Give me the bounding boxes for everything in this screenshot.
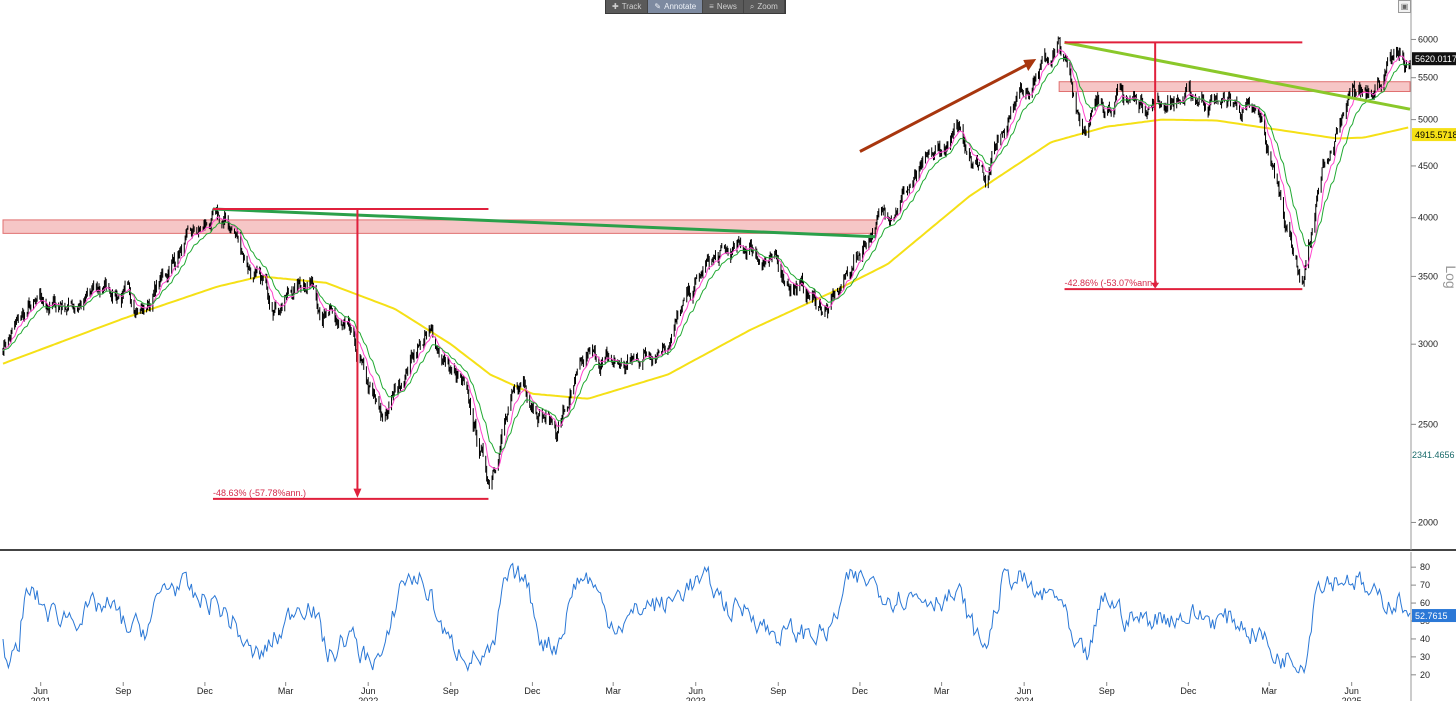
track-label: Track — [621, 2, 642, 11]
downtrend-line-2 — [1064, 40, 1411, 111]
log-scale-label: Log — [1443, 265, 1456, 288]
price-panel: 6000 5500 5000 4500 4000 3500 3000 2500 2000 Log -… — [0, 0, 1456, 551]
rsi-panel: 8070605040302052.7615 — [2, 552, 1456, 701]
x-tick-label: Dec — [524, 686, 541, 696]
x-year-label: 2023 — [686, 696, 706, 701]
x-tick-label: Sep — [1099, 686, 1115, 696]
price-tick-label: 3500 — [1418, 271, 1438, 281]
price-tick-label: 2000 — [1418, 517, 1438, 527]
moving-average-200-line — [2, 118, 1409, 400]
price-tick-label: 6000 — [1418, 34, 1438, 44]
x-year-label: 2024 — [1014, 696, 1034, 701]
rsi-line — [2, 562, 1411, 675]
drawdown-arrow-head-2 — [1151, 282, 1160, 289]
news-icon: ≡ — [709, 2, 714, 11]
expand-icon[interactable]: ▣ — [1398, 0, 1411, 13]
x-tick-label: Jun — [361, 686, 376, 696]
annotate-button[interactable]: ✎ Annotate — [648, 0, 704, 13]
last-ma-tag — [1412, 128, 1456, 142]
drawdown-label-2: -42.86% (-53.07%ann.) — [1065, 278, 1158, 288]
secondary-value-label: 2341.4656 — [1412, 450, 1455, 460]
price-tick-label: 5500 — [1418, 73, 1438, 83]
resistance-zone-2 — [1058, 81, 1411, 93]
x-tick-label: Jun — [1344, 686, 1359, 696]
x-tick-label: Mar — [1261, 686, 1277, 696]
pencil-icon: ✎ — [654, 2, 662, 11]
rsi-tick-label: 20 — [1420, 670, 1430, 680]
x-year-label: 2022 — [358, 696, 378, 701]
price-tick-label: 4000 — [1418, 213, 1438, 223]
x-tick-label: Jun — [33, 686, 48, 696]
x-tick-label: Mar — [605, 686, 621, 696]
x-axis: Jun Sep Dec Mar Jun Sep Dec Mar Jun Sep Dec Mar Jun S… — [31, 682, 1362, 701]
uptrend-arrow-head — [1023, 59, 1037, 72]
drawdown-arrow-head-1 — [353, 488, 362, 498]
rsi-last-label: 52.7615 — [1415, 611, 1448, 621]
x-tick-label: Mar — [934, 686, 950, 696]
price-tick-label: 5000 — [1418, 115, 1438, 125]
x-tick-label: Sep — [770, 686, 786, 696]
crosshair-icon: ✚ — [612, 2, 619, 11]
news-label: News — [716, 2, 737, 11]
x-year-label: 2025 — [1342, 696, 1362, 701]
x-tick-label: Dec — [1180, 686, 1197, 696]
x-tick-label: Jun — [1017, 686, 1032, 696]
chart-toolbar: ✚ Track ✎ Annotate ≡ News ⌕ Zoom — [605, 0, 786, 14]
rsi-tick-label: 30 — [1420, 652, 1430, 662]
rsi-tick-label: 40 — [1420, 634, 1430, 644]
zoom-button[interactable]: ⌕ Zoom — [744, 0, 785, 13]
rsi-tick-label: 60 — [1420, 598, 1430, 608]
last-ma-label: 4915.5718 — [1415, 130, 1456, 140]
last-price-label: 5620.0117 — [1415, 54, 1456, 64]
price-tick-label: 4500 — [1418, 161, 1438, 171]
x-tick-label: Dec — [197, 686, 214, 696]
magnifier-icon: ⌕ — [749, 2, 755, 11]
candlestick-series — [2, 36, 1411, 490]
x-tick-label: Jun — [688, 686, 703, 696]
price-tick-label: 3000 — [1418, 339, 1438, 349]
moving-average-mid-line — [2, 58, 1411, 454]
last-price-tag — [1412, 52, 1456, 66]
uptrend-arrow-line — [859, 60, 1033, 153]
downtrend-line-1 — [212, 207, 876, 239]
news-button[interactable]: ≡ News — [703, 0, 744, 13]
zoom-label: Zoom — [757, 2, 778, 11]
x-tick-label: Dec — [852, 686, 869, 696]
drawdown-label-1: -48.63% (-57.78%ann.) — [213, 488, 306, 498]
x-tick-label: Sep — [115, 686, 131, 696]
track-button[interactable]: ✚ Track — [606, 0, 649, 13]
price-tick-label: 2500 — [1418, 419, 1438, 429]
x-tick-label: Sep — [443, 686, 459, 696]
x-tick-label: Mar — [278, 686, 294, 696]
rsi-last-tag — [1412, 609, 1456, 623]
rsi-tick-label: 70 — [1420, 580, 1430, 590]
x-year-label: 2021 — [31, 696, 51, 701]
annotate-label: Annotate — [664, 2, 697, 11]
rsi-tick-label: 80 — [1420, 562, 1430, 572]
